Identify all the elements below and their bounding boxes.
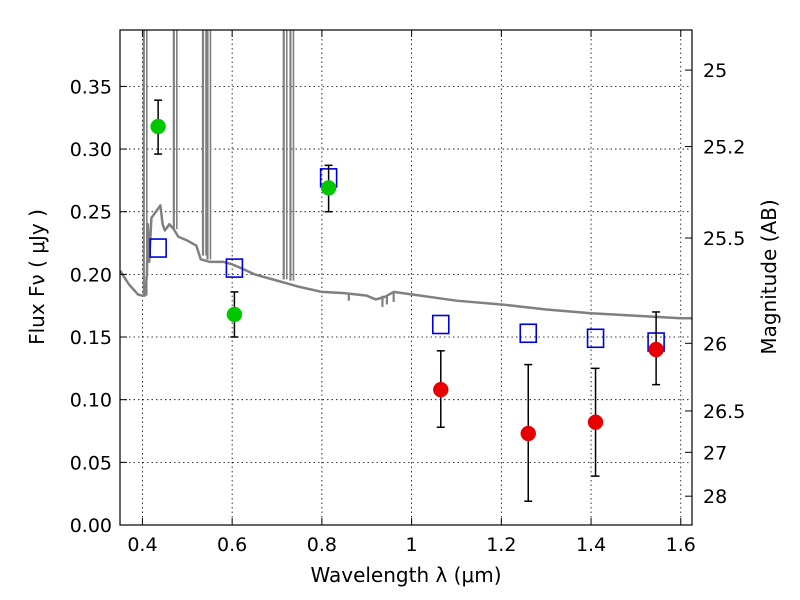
y-tick-label: 0.25 [70, 202, 112, 224]
x-tick-label: 1.4 [576, 534, 606, 556]
y-axis-ticks: 0.00 0.05 0.10 0.15 0.20 0.25 0.30 0.35 [70, 76, 127, 537]
data-point-marker [648, 341, 664, 358]
right-tick-label: 25.5 [703, 228, 745, 250]
right-axis-ticks: 25 25.2 25.5 26 26.5 27 28 [685, 60, 745, 508]
model-square-marker [225, 258, 244, 278]
model-square-marker [149, 238, 167, 258]
data-markers [149, 99, 665, 502]
y-tick-label: 0.20 [70, 264, 112, 286]
y-tick-label: 0.00 [70, 515, 112, 537]
data-point-marker [150, 118, 166, 135]
y-tick-label: 0.05 [70, 452, 112, 474]
right-tick-label: 27 [703, 442, 727, 464]
y-tick-label: 0.35 [70, 76, 112, 98]
x-tick-label: 0.4 [127, 534, 157, 556]
x-tick-label: 0.6 [217, 534, 247, 556]
right-tick-label: 25 [703, 60, 727, 82]
x-axis-label: Wavelength λ (μm) [310, 563, 501, 587]
spectrum-line [120, 204, 692, 320]
model-spectrum [120, 30, 692, 320]
right-tick-label: 25.2 [703, 137, 745, 159]
model-square-marker [431, 314, 450, 335]
grid [120, 30, 692, 526]
data-point-marker [433, 381, 449, 398]
x-axis-ticks: 0.4 0.6 0.8 1 1.2 1.4 1.6 [127, 30, 696, 556]
y-tick-label: 0.10 [70, 390, 112, 412]
right-tick-label: 26.5 [703, 401, 745, 423]
plot-background [120, 30, 692, 525]
data-point-marker [587, 414, 604, 430]
data-point-marker [320, 180, 337, 196]
y-tick-label: 0.15 [70, 327, 112, 349]
x-tick-label: 1 [406, 534, 418, 556]
x-tick-label: 0.8 [307, 534, 337, 556]
model-square-marker [519, 323, 538, 344]
model-square-marker [586, 328, 605, 349]
x-tick-label: 1.6 [666, 534, 696, 556]
right-tick-label: 26 [703, 333, 727, 355]
data-point-marker [520, 425, 537, 442]
y-axis-label: Flux Fν ( μJy ) [25, 209, 49, 345]
plot-frame [119, 29, 693, 526]
data-point-marker [226, 306, 243, 323]
right-tick-label: 28 [703, 486, 727, 508]
right-axis-label: Magnitude (AB) [757, 199, 781, 354]
y-tick-label: 0.30 [70, 139, 112, 161]
x-tick-label: 1.2 [486, 534, 516, 556]
